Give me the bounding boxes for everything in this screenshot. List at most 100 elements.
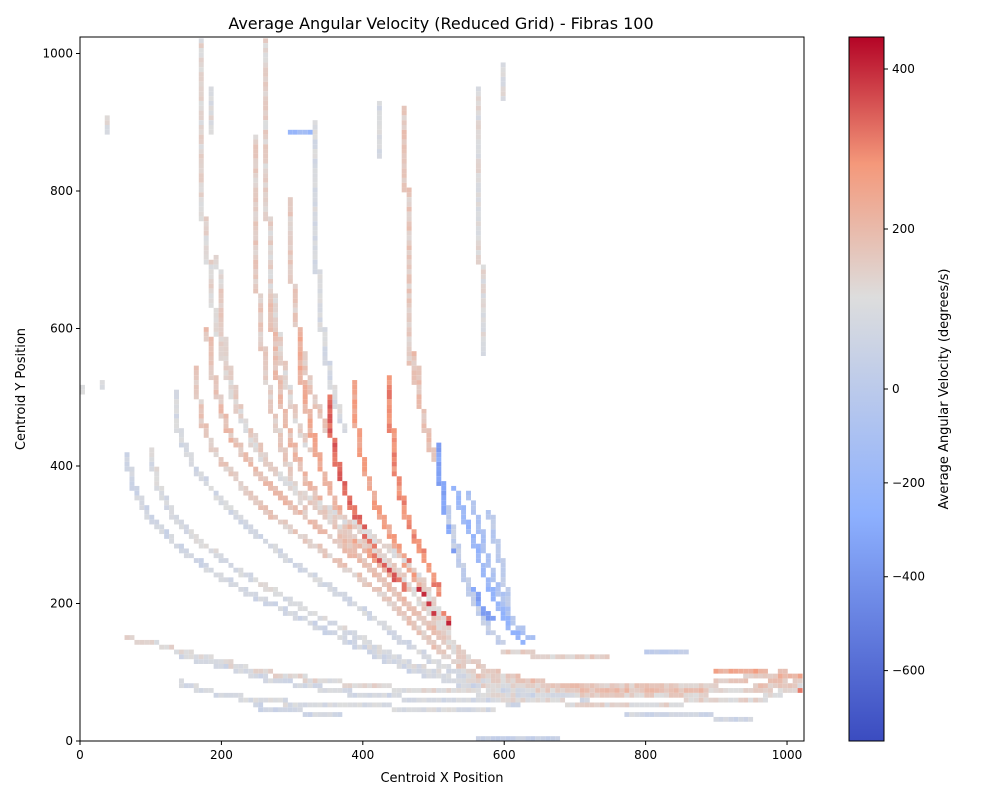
heatmap-cell: [376, 591, 382, 597]
heatmap-cell: [99, 380, 105, 385]
heatmap-cell: [218, 346, 224, 352]
heatmap-cell: [174, 428, 179, 433]
heatmap-cell: [475, 659, 481, 664]
heatmap-cell: [480, 346, 486, 352]
heatmap-cell: [490, 534, 496, 539]
heatmap-cell: [372, 649, 377, 655]
heatmap-cell: [431, 611, 437, 616]
heatmap-cell: [560, 683, 566, 689]
heatmap-cell: [263, 452, 269, 458]
heatmap-cell: [297, 365, 303, 371]
heatmap-cell: [317, 317, 323, 323]
heatmap-cell: [500, 567, 506, 573]
heatmap-cell: [248, 697, 254, 703]
heatmap-cell: [273, 466, 278, 472]
heatmap-cell: [367, 538, 372, 544]
heatmap-cell: [282, 457, 288, 462]
heatmap-cell: [540, 697, 546, 703]
heatmap-cell: [337, 466, 343, 472]
heatmap-cell: [203, 235, 209, 241]
heatmap-cell: [436, 625, 442, 631]
heatmap-cell: [475, 254, 481, 260]
heatmap-cell: [297, 606, 303, 612]
heatmap-cell: [411, 572, 417, 578]
heatmap-cell: [401, 639, 407, 645]
heatmap-cell: [203, 476, 209, 482]
heatmap-cell: [470, 697, 476, 703]
heatmap-cell: [510, 702, 516, 708]
heatmap-cell: [287, 505, 293, 510]
heatmap-cell: [461, 683, 467, 689]
heatmap-cell: [386, 524, 392, 530]
heatmap-cell: [238, 485, 244, 491]
heatmap-cell: [174, 404, 179, 409]
heatmap-cell: [263, 587, 269, 592]
heatmap-cell: [253, 230, 259, 236]
heatmap-cell: [292, 485, 298, 491]
heatmap-cell: [277, 678, 283, 684]
heatmap-cell: [302, 683, 308, 689]
heatmap-cell: [248, 591, 254, 597]
heatmap-cell: [421, 548, 427, 554]
heatmap-cell: [480, 548, 486, 554]
heatmap-cell: [495, 601, 501, 607]
heatmap-cell: [406, 562, 412, 568]
heatmap-cell: [253, 192, 259, 198]
heatmap-cell: [530, 678, 536, 684]
heatmap-cell: [475, 120, 481, 125]
heatmap-cell: [416, 582, 422, 587]
heatmap-cell: [243, 485, 249, 491]
heatmap-cell: [292, 322, 298, 328]
heatmap-cell: [461, 577, 467, 583]
heatmap-cell: [292, 702, 298, 708]
heatmap-cell: [302, 404, 308, 409]
heatmap-cell: [381, 553, 387, 559]
heatmap-cell: [421, 591, 427, 597]
heatmap-cell: [208, 279, 214, 284]
heatmap-cell: [312, 399, 318, 405]
heatmap-cell: [277, 447, 283, 453]
heatmap-cell: [317, 510, 323, 515]
heatmap-cell: [312, 173, 318, 178]
heatmap-cell: [208, 447, 214, 453]
heatmap-cell: [352, 418, 358, 424]
heatmap-cell: [317, 577, 323, 583]
heatmap-cell: [243, 457, 249, 462]
colorbar-tick-label: −400: [892, 570, 925, 584]
heatmap-cell: [332, 500, 338, 506]
heatmap-cell: [480, 692, 486, 698]
heatmap-cell: [480, 351, 486, 356]
heatmap-cell: [401, 553, 407, 559]
heatmap-cell: [396, 572, 402, 578]
heatmap-cell: [193, 384, 199, 390]
heatmap-cell: [470, 591, 476, 597]
heatmap-cell: [550, 688, 556, 693]
heatmap-cell: [451, 707, 457, 713]
heatmap-cell: [426, 442, 432, 448]
heatmap-cell: [446, 630, 452, 636]
heatmap-cell: [258, 471, 264, 477]
heatmap-cell: [490, 538, 496, 544]
heatmap-cell: [406, 360, 412, 366]
heatmap-cell: [367, 562, 372, 568]
heatmap-cell: [579, 688, 585, 693]
heatmap-cell: [332, 404, 338, 409]
heatmap-cell: [312, 144, 318, 150]
heatmap-cell: [317, 298, 323, 304]
heatmap-cell: [495, 558, 501, 563]
heatmap-cell: [342, 562, 348, 568]
heatmap-cell: [198, 163, 204, 169]
heatmap-cell: [282, 697, 288, 703]
heatmap-cell: [332, 457, 338, 462]
heatmap-cell: [263, 168, 269, 174]
heatmap-cell: [426, 673, 432, 679]
heatmap-cell: [129, 466, 135, 472]
heatmap-cell: [436, 587, 442, 592]
heatmap-cell: [475, 182, 481, 188]
heatmap-cell: [273, 307, 278, 313]
heatmap-cell: [263, 697, 269, 703]
heatmap-cell: [713, 678, 719, 684]
heatmap-cell: [297, 707, 303, 713]
heatmap-cell: [312, 543, 318, 549]
heatmap-cell: [337, 625, 343, 631]
